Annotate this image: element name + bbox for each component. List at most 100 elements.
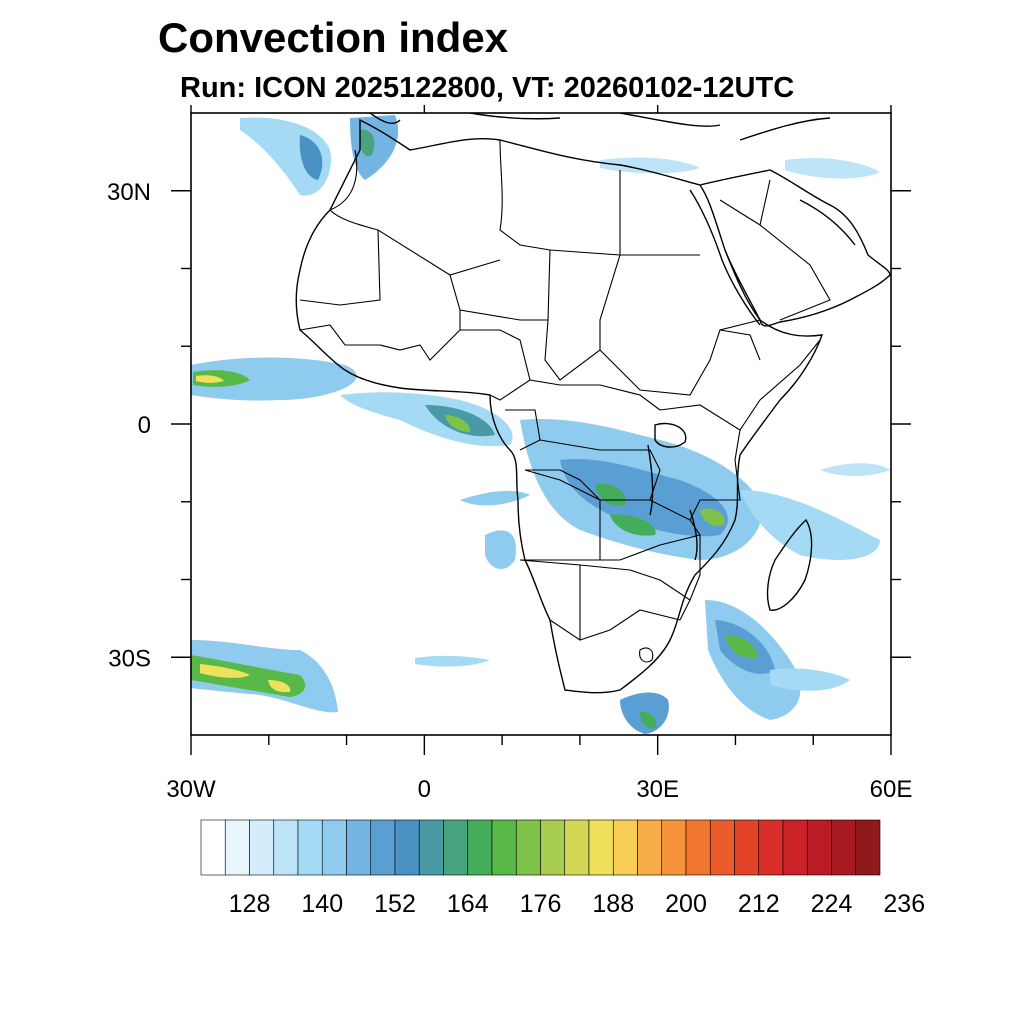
colorbar-box [758, 819, 784, 876]
chart-title: Convection index [158, 14, 509, 61]
colorbar-box [297, 819, 323, 876]
madagascar-coastline [766, 518, 813, 611]
border-namibia-botswana [519, 559, 691, 642]
colorbar-box [394, 819, 420, 876]
convection-band-namibia-coast [485, 530, 516, 570]
colorbar-box [370, 819, 396, 876]
convection-tail-southeast [770, 668, 850, 691]
border-drc [525, 439, 661, 501]
lake-victoria [654, 422, 687, 448]
colorbar-box [200, 819, 226, 876]
lat-tick-label: 30N [107, 179, 151, 206]
lon-tick-label: 30W [166, 776, 216, 803]
convection-core-south-africa [640, 711, 657, 729]
border-tanzania-kenya [659, 404, 741, 521]
colorbar-labels: 128 140 152 164 176 188 200 212 224 236 [229, 890, 925, 918]
colorbar-box [515, 819, 541, 876]
border-saudi [719, 179, 831, 321]
convection-area-guinea [340, 392, 513, 447]
red-sea-coastline [689, 189, 761, 326]
border-car-congo [529, 379, 661, 411]
country-borders [299, 139, 831, 663]
convection-band-indian-ocean [820, 463, 890, 476]
colorbar-label: 140 [301, 890, 343, 918]
coastlines [295, 113, 891, 694]
lat-tick-label: 0 [138, 412, 151, 439]
convection-band-angola [460, 490, 530, 506]
lake-malawi [689, 509, 698, 561]
convection-area-madagascar-east [740, 490, 880, 560]
colorbar-label: 236 [883, 890, 925, 918]
border-chad-sudan [544, 254, 621, 381]
colorbar-box [661, 819, 687, 876]
border-morocco-algeria [329, 149, 501, 276]
axis-labels: 30W 0 30E 60E 30N 0 30S [107, 179, 912, 803]
arabia-coastline [699, 169, 891, 327]
convection-peak-guinea [445, 415, 471, 432]
convection-peak-mozambique [610, 514, 656, 536]
colorbar-label: 128 [229, 890, 271, 918]
colorbar-label: 176 [520, 890, 562, 918]
colorbar-box [443, 819, 469, 876]
axis-ticks [171, 105, 911, 755]
convection-peak-southeast [725, 635, 758, 659]
border-somalia [719, 329, 821, 431]
convection-area-west-atlantic [191, 357, 357, 401]
convection-band-arabia-north [785, 158, 880, 179]
convection-core-congo [560, 459, 728, 537]
colorbar-label: 188 [592, 890, 634, 918]
colorbar-box [831, 819, 857, 876]
convection-peak-southwest-atlantic [200, 664, 250, 678]
convection-band-east-med [600, 157, 700, 174]
border-sudan-ethiopia [599, 319, 761, 396]
border-niger-chad [449, 249, 551, 321]
colorbar-box [685, 819, 711, 876]
border-nigeria-cameroon [460, 329, 531, 401]
colorbar-box [734, 819, 760, 876]
colorbar-box [249, 819, 275, 876]
border-mali-niger [299, 229, 381, 306]
lon-tick-label: 30E [636, 776, 679, 803]
colorbar-box [273, 819, 299, 876]
convection-shading [191, 115, 890, 734]
colorbar-box [588, 819, 614, 876]
colorbar-box [491, 819, 517, 876]
lat-tick-label: 30S [108, 645, 151, 672]
colorbar-box [224, 819, 250, 876]
lon-tick-label: 60E [870, 776, 913, 803]
convection-peak-west-atlantic [196, 375, 224, 383]
convection-peak2-southwest-atlantic [268, 680, 291, 693]
colorbar-label: 212 [738, 890, 780, 918]
colorbar-box [855, 819, 881, 876]
colorbar-label: 224 [811, 890, 853, 918]
border-south-africa [579, 609, 681, 663]
convection-core-morocco [359, 129, 375, 157]
colorbar-box [782, 819, 808, 876]
border-mozambique [679, 535, 701, 621]
colorbar-box [467, 819, 493, 876]
colorbar-box [564, 819, 590, 876]
colorbar-label: 200 [665, 890, 707, 918]
colorbar [200, 819, 881, 876]
border-algeria-libya [499, 139, 551, 251]
colorbar-box [637, 819, 663, 876]
colorbar-box [612, 819, 638, 876]
africa-coastline [295, 118, 824, 694]
border-west-africa [299, 310, 461, 361]
colorbar-box [321, 819, 347, 876]
colorbar-box [540, 819, 566, 876]
lake-tanganyika [647, 444, 654, 516]
convection-band-south-atlantic [415, 655, 490, 667]
colorbar-label: 152 [374, 890, 416, 918]
convection-core-atlantic-north [299, 135, 323, 180]
europe-coastline [369, 113, 831, 141]
colorbar-label: 164 [447, 890, 489, 918]
lon-tick-label: 0 [418, 776, 431, 803]
border-gabon-congo [505, 409, 541, 451]
convection-area-northwest [240, 117, 331, 196]
colorbar-box [418, 819, 444, 876]
chart-subtitle: Run: ICON 2025122800, VT: 20260102-12UTC [180, 72, 795, 104]
border-libya-egypt [549, 170, 700, 256]
persian-gulf-coastline [799, 199, 856, 246]
